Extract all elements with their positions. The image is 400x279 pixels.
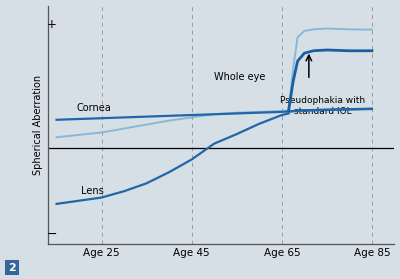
- Text: Lens: Lens: [81, 186, 104, 196]
- Text: +: +: [47, 18, 57, 31]
- Text: Cornea: Cornea: [77, 103, 112, 113]
- Y-axis label: Spherical Aberration: Spherical Aberration: [33, 74, 43, 175]
- Text: Whole eye: Whole eye: [214, 72, 266, 82]
- Text: Pseudophakia with
standard IOL: Pseudophakia with standard IOL: [280, 96, 365, 116]
- Text: −: −: [47, 228, 57, 240]
- Text: 2: 2: [8, 263, 16, 273]
